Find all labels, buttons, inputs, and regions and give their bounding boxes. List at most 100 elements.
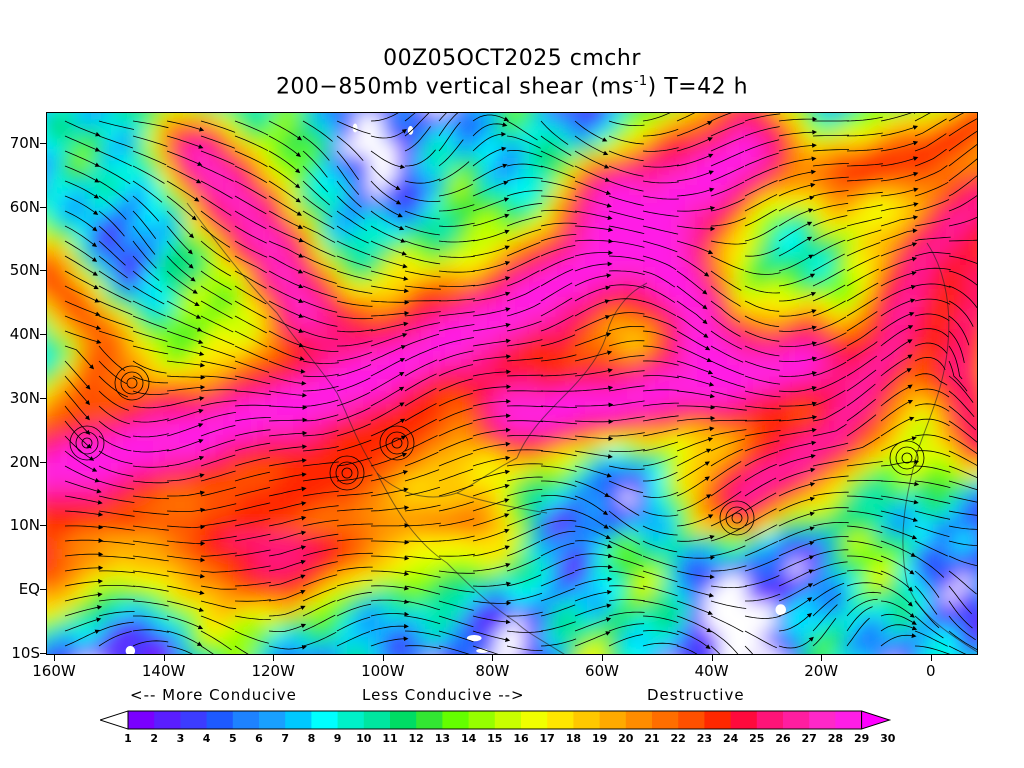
- colorbar-min-arrow: [100, 710, 129, 730]
- streamline: [336, 255, 372, 268]
- streamline: [132, 555, 169, 562]
- streamline: [608, 525, 641, 545]
- low-shear-speck: [125, 645, 136, 654]
- streamline: [336, 439, 372, 452]
- streamline: [948, 195, 977, 212]
- streamline: [166, 438, 204, 452]
- streamline: [642, 180, 679, 184]
- streamline: [132, 525, 169, 531]
- streamline: [710, 545, 746, 557]
- streamline: [166, 384, 206, 392]
- streamline: [268, 559, 306, 572]
- streamline: [98, 598, 135, 602]
- streamline: [234, 429, 271, 437]
- streamline: [778, 221, 813, 242]
- streamline: [98, 631, 132, 647]
- streamline: [64, 592, 103, 602]
- streamline: [540, 435, 577, 441]
- streamline: [234, 240, 268, 258]
- streamline: [404, 149, 436, 167]
- streamline: [472, 291, 511, 302]
- streamline: [812, 475, 849, 482]
- streamline: [302, 561, 338, 572]
- streamline: [846, 242, 881, 257]
- streamline: [302, 300, 338, 313]
- streamline: [302, 255, 337, 271]
- streamline: [98, 611, 135, 617]
- streamline: [642, 642, 679, 647]
- streamline: [404, 255, 441, 265]
- streamline: [540, 314, 574, 332]
- streamline: [574, 419, 614, 425]
- colorbar-value: 6: [255, 732, 263, 745]
- streamline: [744, 419, 782, 422]
- streamline: [642, 491, 679, 498]
- streamline: [642, 285, 676, 303]
- streamline: [200, 389, 237, 392]
- streamline: [268, 375, 307, 386]
- streamline: [302, 135, 330, 161]
- streamline: [914, 630, 948, 647]
- streamline: [846, 461, 883, 467]
- streamline: [370, 386, 405, 407]
- streamline: [948, 255, 977, 264]
- streamline: [302, 476, 339, 482]
- streamline: [132, 360, 167, 374]
- streamline: [302, 165, 329, 193]
- streamline: [302, 547, 339, 557]
- streamline: [948, 144, 977, 167]
- streamline: [880, 555, 915, 575]
- streamline: [914, 480, 951, 488]
- colorbar-swatch: [311, 711, 339, 729]
- streamline: [438, 407, 473, 422]
- streamline: [302, 519, 339, 527]
- streamline: [778, 341, 818, 347]
- streamline: [98, 555, 135, 560]
- streamline: [540, 420, 577, 425]
- streamline: [880, 613, 917, 625]
- streamline: [132, 345, 169, 355]
- streamline: [506, 420, 544, 423]
- streamline: [370, 358, 406, 377]
- streamline: [778, 169, 817, 182]
- streamline: [880, 284, 917, 302]
- colorbar-swatch: [363, 711, 391, 729]
- streamline: [472, 441, 511, 452]
- streamline: [744, 180, 778, 197]
- streamline: [540, 282, 573, 302]
- streamline: [948, 615, 976, 641]
- streamline: [574, 299, 610, 317]
- streamline: [676, 330, 711, 351]
- streamline: [710, 508, 743, 527]
- streamline: [846, 414, 877, 437]
- streamline: [98, 300, 133, 316]
- streamline: [914, 118, 947, 137]
- streamline: [744, 375, 781, 385]
- streamline: [914, 418, 950, 427]
- streamline: [880, 156, 919, 167]
- streamline: [846, 132, 883, 137]
- streamline: [234, 533, 271, 542]
- streamline: [200, 535, 237, 542]
- streamline: [98, 210, 125, 237]
- streamline: [948, 390, 975, 417]
- streamline: [336, 270, 372, 281]
- streamline: [472, 213, 510, 227]
- streamline: [880, 368, 912, 392]
- streamline: [234, 225, 267, 244]
- streamline: [98, 585, 136, 587]
- streamline: [506, 541, 541, 557]
- lon-label: 0: [926, 662, 936, 680]
- streamline: [676, 170, 714, 182]
- streamline: [234, 180, 267, 199]
- streamline: [371, 539, 410, 545]
- streamline: [880, 600, 915, 618]
- streamline: [64, 210, 98, 232]
- streamline: [948, 405, 977, 431]
- colorbar-swatch: [809, 711, 836, 729]
- streamline: [166, 374, 206, 380]
- streamlines: [64, 113, 977, 654]
- colorbar-swatch: [337, 711, 365, 729]
- streamline: [642, 555, 678, 568]
- streamline: [200, 425, 236, 437]
